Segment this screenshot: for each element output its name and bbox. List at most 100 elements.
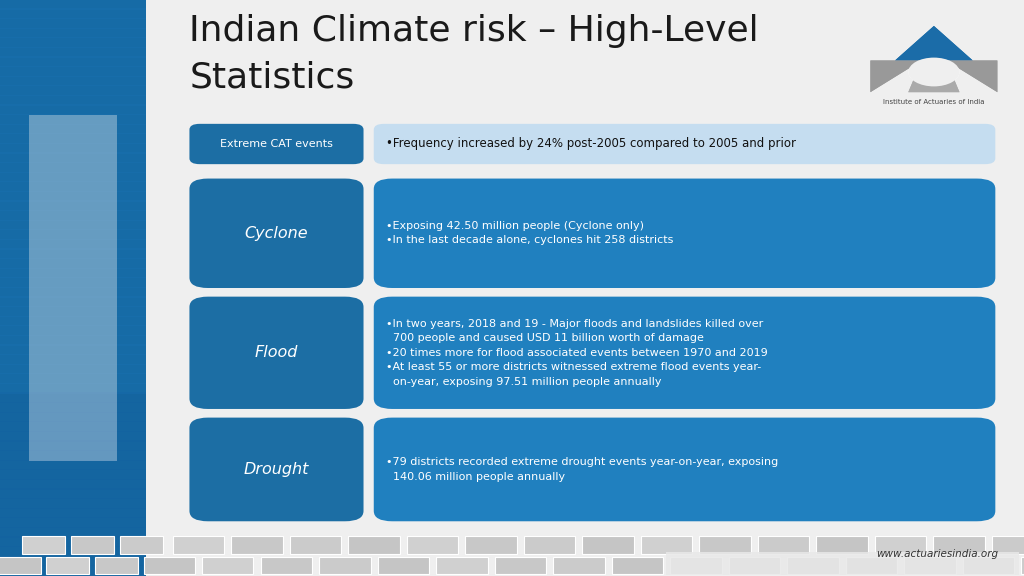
- Bar: [0, 56, 146, 67]
- Polygon shape: [870, 60, 922, 92]
- Circle shape: [908, 58, 959, 86]
- Text: www.actuariesindia.org: www.actuariesindia.org: [877, 549, 998, 559]
- Bar: [143, 556, 195, 574]
- Text: Drought: Drought: [244, 462, 309, 477]
- FancyBboxPatch shape: [189, 179, 364, 288]
- Bar: [0, 239, 146, 249]
- Bar: [407, 536, 459, 554]
- Text: Flood: Flood: [255, 345, 298, 361]
- Bar: [0, 363, 146, 374]
- Bar: [0, 297, 146, 307]
- Bar: [0, 18, 146, 29]
- Bar: [260, 556, 312, 574]
- Text: Cyclone: Cyclone: [245, 226, 308, 241]
- Bar: [95, 556, 138, 574]
- Bar: [173, 536, 224, 554]
- Polygon shape: [870, 60, 922, 92]
- Bar: [0, 181, 146, 192]
- Bar: [71, 536, 114, 554]
- Polygon shape: [895, 26, 973, 60]
- Bar: [670, 556, 722, 574]
- Bar: [0, 28, 146, 39]
- Bar: [699, 536, 751, 554]
- Bar: [0, 75, 146, 86]
- Bar: [0, 85, 146, 96]
- Bar: [0, 344, 146, 355]
- Bar: [0, 392, 146, 403]
- Bar: [30, 115, 117, 461]
- Bar: [0, 9, 146, 19]
- Bar: [0, 556, 146, 566]
- FancyBboxPatch shape: [374, 124, 995, 164]
- Bar: [933, 536, 985, 554]
- Bar: [0, 421, 146, 432]
- Bar: [0, 316, 146, 327]
- Bar: [0, 219, 146, 230]
- Bar: [524, 536, 575, 554]
- Bar: [436, 556, 487, 574]
- Bar: [0, 335, 146, 346]
- Bar: [641, 536, 692, 554]
- Bar: [30, 115, 117, 461]
- Bar: [553, 556, 604, 574]
- Bar: [0, 450, 146, 461]
- Bar: [0, 556, 41, 574]
- Bar: [0, 507, 146, 518]
- Bar: [30, 115, 117, 461]
- Bar: [0, 0, 146, 576]
- Bar: [816, 536, 867, 554]
- Circle shape: [908, 58, 959, 86]
- Bar: [30, 115, 117, 461]
- Bar: [0, 248, 146, 259]
- Bar: [728, 556, 780, 574]
- FancyBboxPatch shape: [189, 297, 364, 409]
- Bar: [0, 124, 146, 134]
- Bar: [0, 402, 146, 413]
- Bar: [290, 536, 341, 554]
- Bar: [231, 536, 283, 554]
- Bar: [0, 162, 146, 173]
- Text: Statistics: Statistics: [189, 60, 354, 94]
- Bar: [0, 200, 146, 211]
- Bar: [30, 115, 117, 461]
- Bar: [904, 556, 955, 574]
- Bar: [0, 47, 146, 58]
- Bar: [46, 556, 89, 574]
- Bar: [0, 488, 146, 499]
- Bar: [0, 66, 146, 77]
- Bar: [0, 517, 146, 528]
- Bar: [0, 210, 146, 221]
- Bar: [846, 556, 897, 574]
- Bar: [0, 412, 146, 422]
- Bar: [30, 115, 117, 461]
- Text: •In two years, 2018 and 19 - Major floods and landslides killed over
  700 peopl: •In two years, 2018 and 19 - Major flood…: [386, 319, 768, 386]
- Bar: [0, 268, 146, 278]
- Polygon shape: [908, 60, 959, 92]
- Bar: [874, 536, 927, 554]
- Bar: [963, 556, 1014, 574]
- Bar: [0, 37, 146, 48]
- Bar: [0, 373, 146, 384]
- Bar: [146, 0, 1024, 576]
- Bar: [495, 556, 546, 574]
- Bar: [0, 498, 146, 509]
- Bar: [22, 536, 65, 554]
- Bar: [348, 536, 399, 554]
- Bar: [0, 536, 146, 547]
- Text: •Exposing 42.50 million people (Cyclone only)
•In the last decade alone, cyclone: •Exposing 42.50 million people (Cyclone …: [386, 221, 674, 245]
- Bar: [120, 536, 163, 554]
- Bar: [0, 383, 146, 393]
- Bar: [0, 95, 146, 105]
- Bar: [30, 115, 117, 461]
- Bar: [0, 565, 146, 576]
- Bar: [465, 536, 517, 554]
- Text: Extreme CAT events: Extreme CAT events: [220, 139, 333, 149]
- Bar: [857, 14, 1011, 101]
- FancyBboxPatch shape: [189, 418, 364, 521]
- Bar: [202, 556, 254, 574]
- Bar: [0, 469, 146, 480]
- Bar: [992, 536, 1024, 554]
- Bar: [0, 441, 146, 451]
- Text: Institute of Actuaries of India: Institute of Actuaries of India: [883, 99, 985, 105]
- Bar: [0, 172, 146, 183]
